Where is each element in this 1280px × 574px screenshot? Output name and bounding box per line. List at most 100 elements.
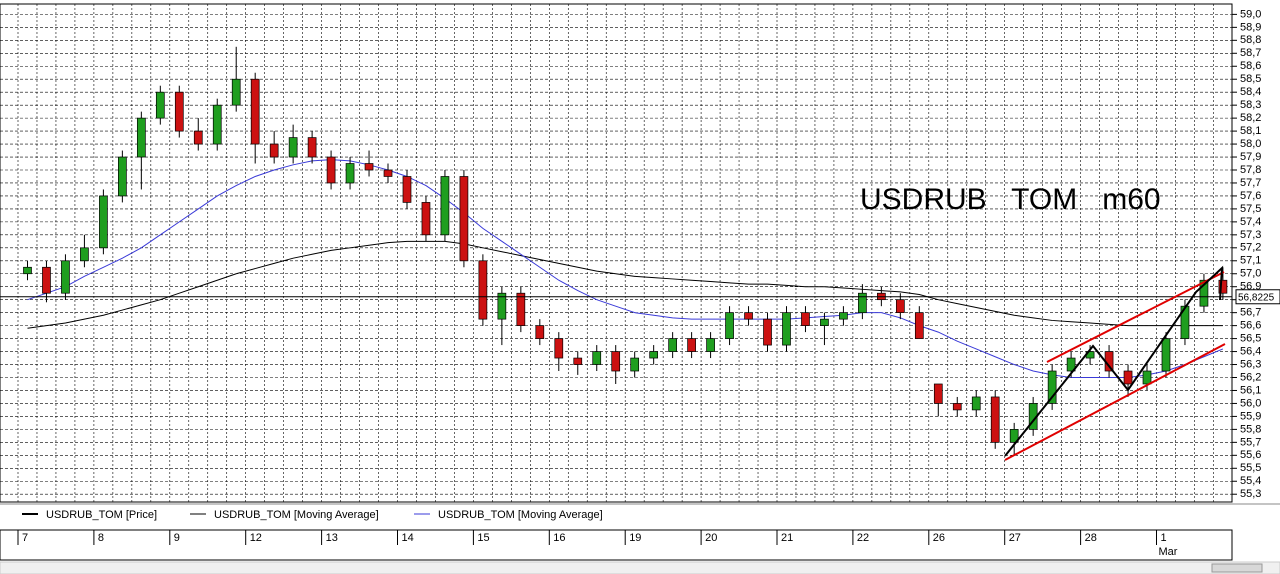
y-tick-label: 59,0 [1240,8,1261,20]
y-tick-label: 55,9 [1240,410,1261,422]
candle-body [687,338,696,352]
x-tick-label: 14 [402,532,414,544]
y-tick-label: 57,6 [1240,190,1261,202]
scrollbar[interactable] [0,561,1280,574]
x-tick-label: 15 [477,532,489,544]
y-tick-label: 56,3 [1240,358,1261,370]
candle-body [895,299,905,314]
y-tick-label: 57,2 [1240,242,1261,254]
candle-body [573,357,583,365]
y-tick-label: 57,1 [1240,255,1261,267]
x-tick-label: 16 [553,532,565,544]
moving-average-line [27,240,1223,329]
candle-body [42,266,51,294]
candle-body [611,351,621,372]
candle-body [1142,370,1152,385]
y-tick-label: 56,7 [1240,307,1261,319]
candle-body [1218,279,1228,294]
candle-body [307,137,317,158]
scroll-thumb[interactable] [1211,563,1263,573]
x-tick-label: 9 [174,532,180,544]
annotation: USDRUB TOM m60 [860,183,1161,216]
candle-body [364,163,374,171]
candle-body [497,292,507,320]
x-tick-label: 7 [22,532,28,544]
y-tick-label: 55,4 [1240,475,1261,487]
legend-label: USDRUB_TOM [Price] [46,509,157,521]
candle-body [516,292,526,326]
candle-body [231,78,241,106]
y-tick-label: 57,8 [1240,164,1261,176]
y-tick-label: 56,1 [1240,384,1261,396]
candle-body [155,91,165,119]
y-tick-label: 56,0 [1240,397,1261,409]
x-tick-label: 26 [933,532,945,544]
y-tick-label: 58,1 [1240,125,1261,137]
candle-body [744,312,753,320]
candle-body [971,396,981,411]
x-tick-label: 27 [1009,532,1021,544]
y-axis: 55,355,455,555,655,755,855,956,056,156,2… [1232,8,1280,500]
legend-label: USDRUB_TOM [Moving Average] [438,509,603,521]
candle-body [952,403,962,411]
candle-body [1009,429,1019,443]
candle-body [269,143,279,158]
zigzag-line [1004,265,1224,457]
candle-body [630,357,640,372]
candle-body [725,312,734,339]
candle-body [478,260,488,320]
candle-body [193,130,203,145]
candle-body [174,91,184,132]
candle-body [1047,370,1057,404]
channel-lower [1004,343,1226,461]
candle-body [1123,370,1133,385]
candle-body [1199,279,1209,307]
candle-body [535,325,545,339]
candle-body [250,78,260,145]
candle-body [80,247,89,262]
x-tick-label: 8 [98,532,104,544]
candle-body [858,292,867,314]
x-axis: 7 8 9 12 13 14 15 16 19 20 21 22 26 27 28 1 Mar [17,530,1178,558]
x-axis-frame [0,529,1233,561]
y-tick-label: 56,6 [1240,320,1261,332]
y-tick-label: 56,5 [1240,333,1261,345]
candle-body [136,117,146,158]
x-tick-label: 1 [1161,532,1167,544]
y-tick-label: 55,3 [1240,488,1261,500]
y-tick-label: 56,4 [1240,345,1261,357]
plot-frame [0,3,1233,503]
y-tick-label: 57,7 [1240,177,1261,189]
vertical-grid [17,4,1214,502]
candle-body [649,351,659,359]
channel-upper [1046,271,1225,363]
y-tick-label: 57,3 [1240,229,1261,241]
y-tick-label: 55,5 [1240,462,1261,474]
y-tick-label: 58,4 [1240,86,1261,98]
candle-body [99,195,108,249]
y-tick-label: 58,2 [1240,112,1261,124]
x-tick-label: 13 [326,532,338,544]
candle-body [933,383,943,404]
candle-body [440,176,450,236]
trend-lines [1004,265,1226,461]
x-tick-label: 20 [705,532,717,544]
y-tick-label: 57,9 [1240,151,1261,163]
legend: USDRUB_TOM [Price] USDRUB_TOM [Moving Ave… [22,509,603,521]
candle-body [914,312,924,339]
moving-average-line [27,159,1224,378]
y-tick-label: 58,0 [1240,138,1261,150]
candle-body [782,312,791,346]
candle-body [592,351,602,365]
y-tick-label: 55,8 [1240,423,1261,435]
y-tick-label: 58,8 [1240,34,1261,46]
x-tick-label: 21 [781,532,793,544]
candle-body [326,156,336,184]
candle-body [118,156,127,197]
candle-body [421,202,431,236]
candle-body [288,137,298,158]
x-tick-label: 12 [250,532,262,544]
month-label: Mar [1159,546,1178,558]
candle-body [383,169,393,177]
